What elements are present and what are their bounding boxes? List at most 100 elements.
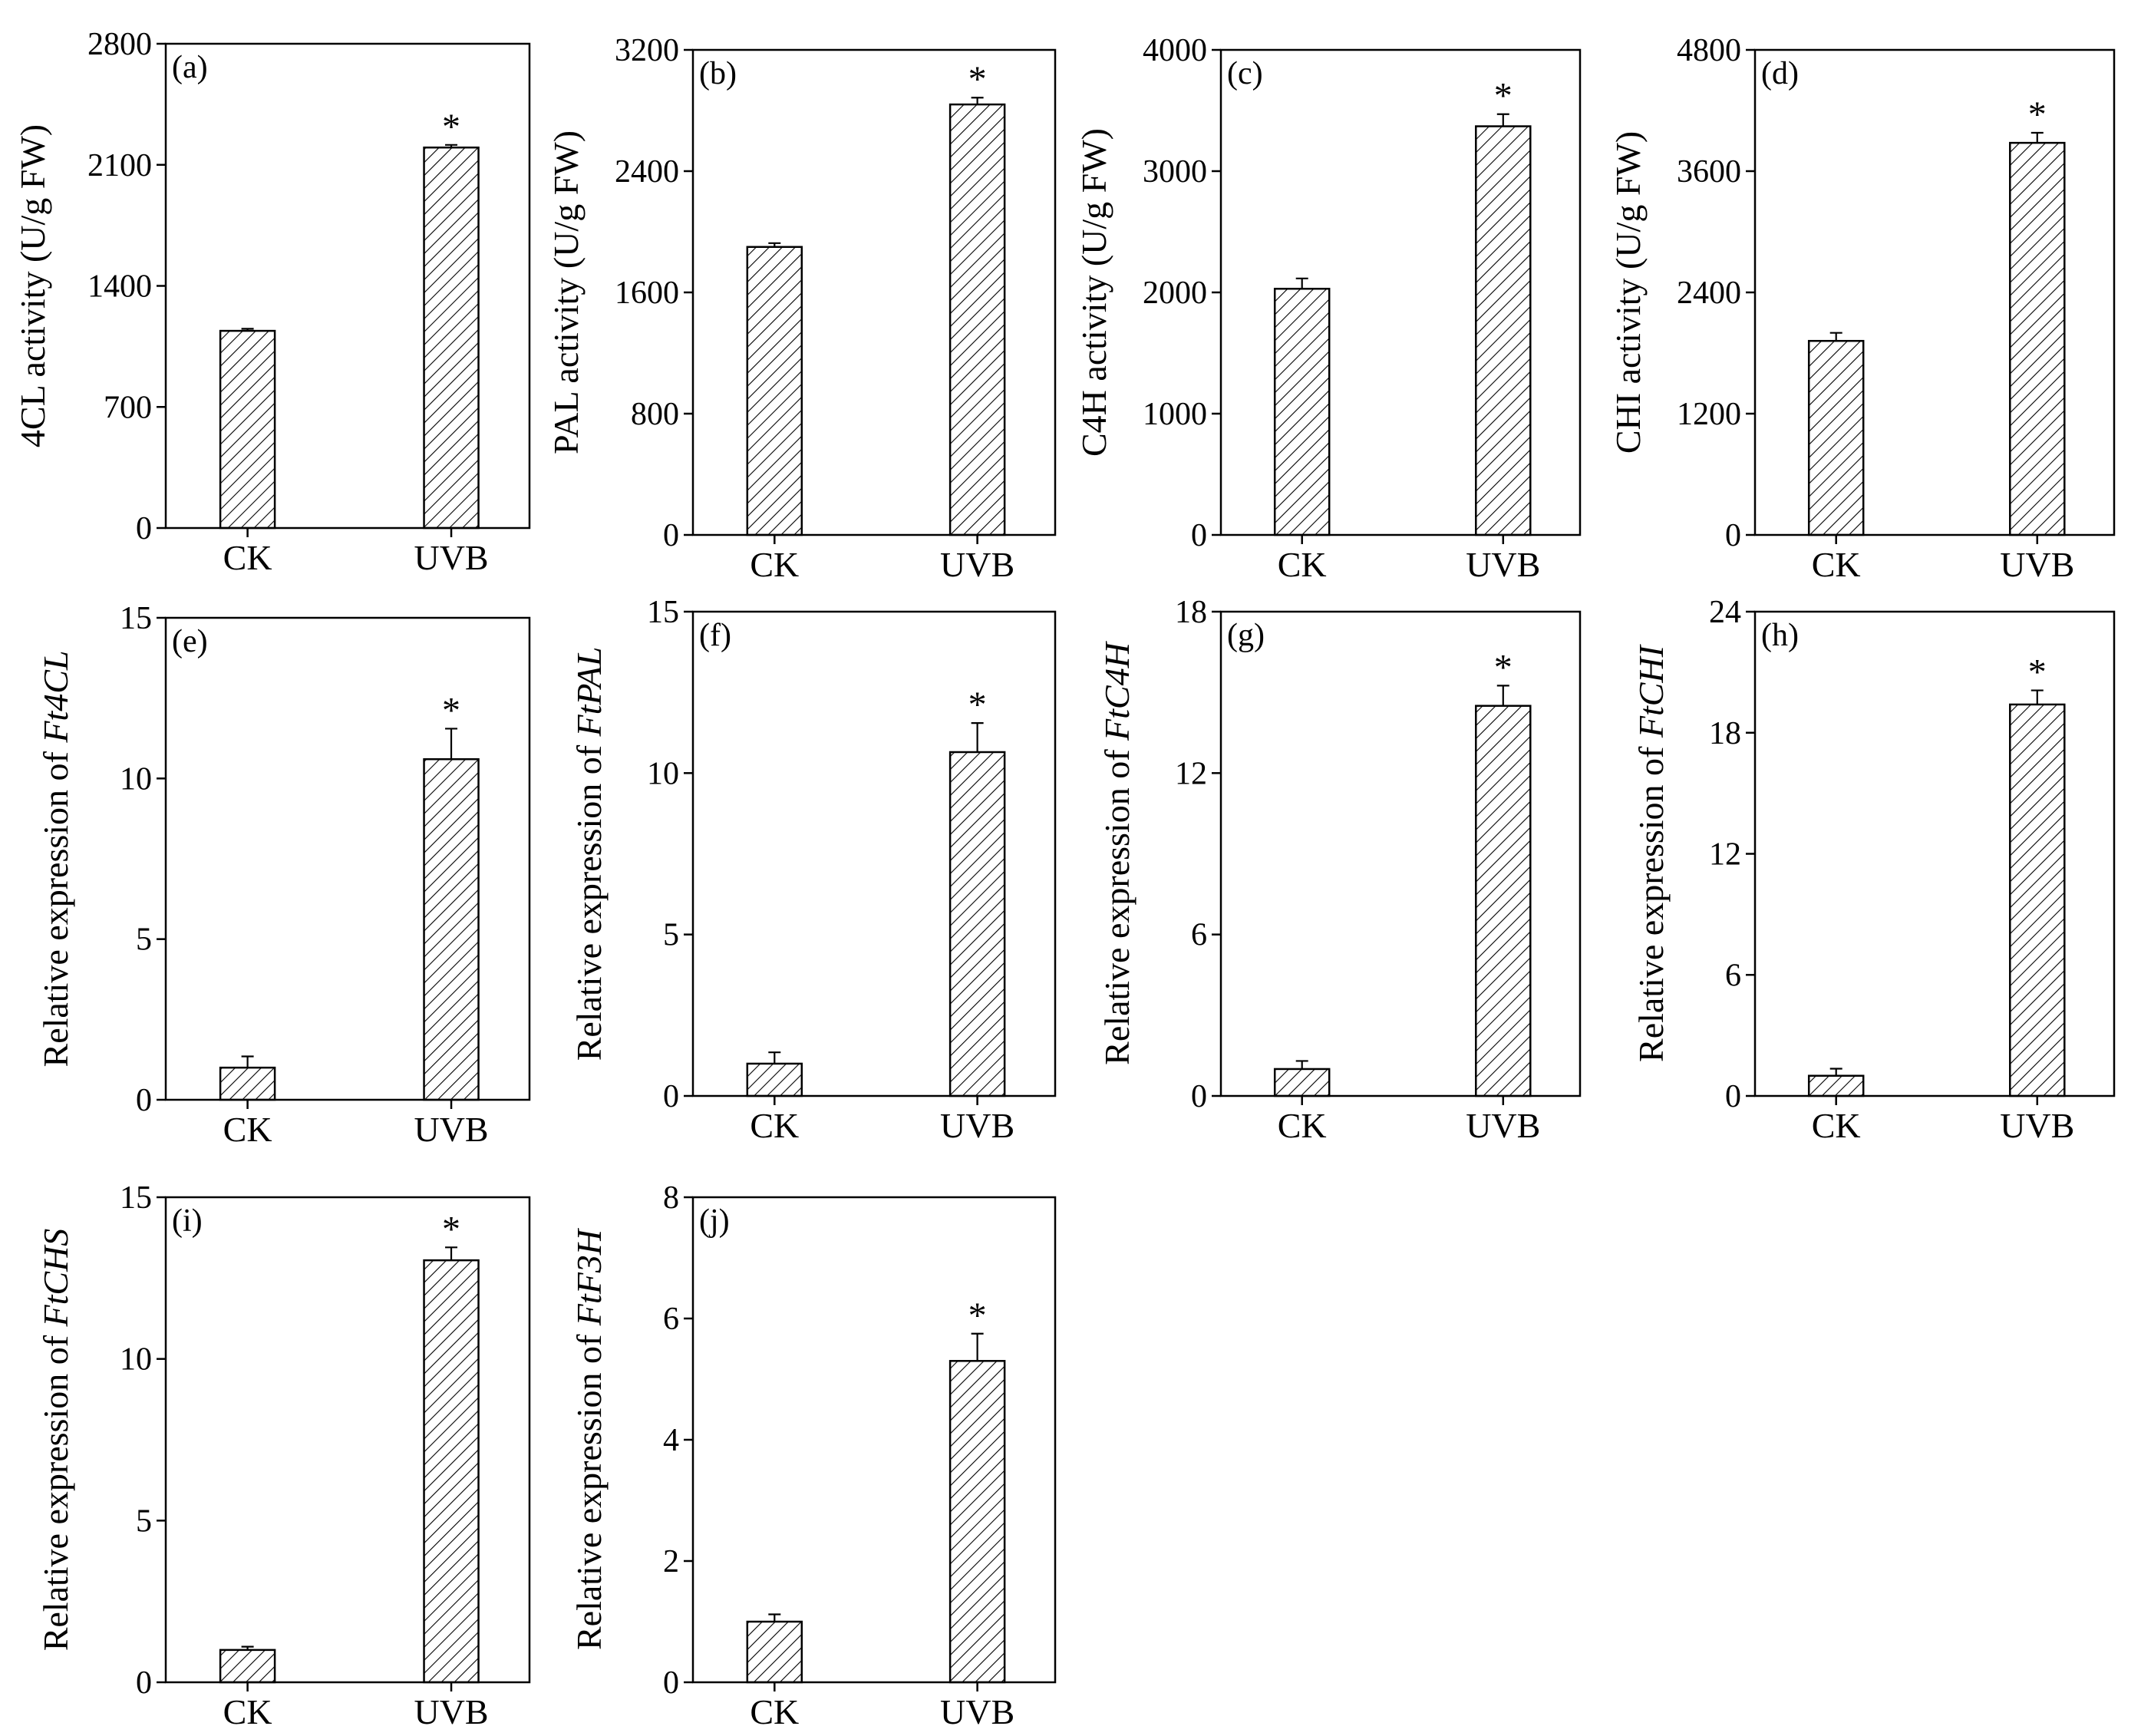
plot-frame	[1219, 610, 1582, 1097]
y-tick-label: 0	[136, 511, 152, 546]
bar-ck	[219, 1649, 276, 1684]
chart-panel-5: CK * UVB 0 5 10 15 (e) Relative expression of Ft…	[36, 601, 531, 1149]
significance-mark: *	[442, 690, 460, 731]
bar-uvb	[1475, 705, 1532, 1097]
bar-ck	[1807, 1074, 1865, 1097]
y-axis-label-gene: FtCHI	[1631, 643, 1671, 738]
bar-ck	[219, 1066, 276, 1101]
y-tick-label: 700	[104, 390, 152, 425]
panel-label: (f)	[699, 618, 731, 653]
x-tick-label: CK	[750, 545, 799, 584]
y-tick-label: 1600	[615, 276, 679, 311]
plot-frame	[164, 1196, 531, 1684]
y-tick-label: 0	[1191, 518, 1207, 553]
x-tick-label: CK	[1278, 1106, 1327, 1145]
y-axis-label-prefix: Relative expression of	[569, 1325, 609, 1650]
bar-ck	[746, 246, 803, 536]
x-tick-label: CK	[750, 1692, 799, 1731]
significance-mark: *	[442, 107, 460, 147]
x-tick-label: CK	[223, 538, 272, 577]
chart-panel-2: CK * UVB 0 800 1600 2400 3200 (b) PAL activity (U…	[546, 33, 1057, 584]
y-axis-label: Relative expression of FtC4H	[1097, 640, 1136, 1064]
y-tick-label: 10	[120, 761, 152, 797]
y-axis-label: Relative expression of FtCHS	[36, 1229, 75, 1652]
bar-ck	[1807, 339, 1865, 536]
y-tick-label: 3000	[1143, 154, 1207, 190]
plot-frame	[1219, 48, 1582, 536]
y-tick-label: 12	[1709, 837, 1741, 873]
y-tick-label: 0	[1725, 518, 1741, 553]
y-tick-label: 15	[120, 1180, 152, 1216]
plot-frame	[691, 1196, 1057, 1684]
bar-uvb	[423, 1259, 480, 1684]
y-tick-label: 0	[136, 1083, 152, 1118]
significance-mark: *	[968, 685, 987, 725]
y-tick-label: 18	[1709, 716, 1741, 751]
bar-uvb	[423, 146, 480, 530]
plot-frame	[1753, 610, 2116, 1097]
y-axis-label: PAL activity (U/g FW)	[546, 130, 586, 454]
bar-ck	[746, 1620, 803, 1684]
y-tick-label: 12	[1175, 756, 1207, 791]
bar-uvb	[948, 751, 1006, 1097]
y-axis-label-gene: FtF3H	[569, 1227, 609, 1326]
y-tick-label: 4000	[1143, 33, 1207, 68]
y-tick-label: 6	[1725, 958, 1741, 993]
y-tick-label: 5	[136, 922, 152, 958]
x-tick-label: UVB	[2000, 1106, 2074, 1145]
bar-ck	[1273, 288, 1331, 536]
y-tick-label: 4	[663, 1423, 679, 1458]
bar-uvb	[948, 1360, 1006, 1684]
y-axis-label-gene: FtCHS	[36, 1229, 75, 1328]
bar-uvb	[948, 103, 1006, 536]
chart-panel-6: CK * UVB 0 5 10 15 (f) Relative expression of Ft…	[569, 595, 1057, 1145]
y-axis-label: 4CL activity (U/g FW)	[13, 124, 52, 447]
y-tick-label: 0	[663, 518, 679, 553]
y-tick-label: 2800	[87, 27, 152, 62]
x-tick-label: CK	[1812, 1106, 1861, 1145]
y-axis-label: C4H activity (U/g FW)	[1074, 128, 1113, 457]
y-tick-label: 6	[1191, 918, 1207, 953]
significance-mark: *	[442, 1209, 460, 1249]
y-tick-label: 2400	[1677, 276, 1741, 311]
y-axis-label: Relative expression of FtF3H	[569, 1227, 609, 1650]
bar-uvb	[423, 757, 480, 1101]
chart-panel-1: CK * UVB 0 700 1400 2100 2800 (a) 4CL activity (U…	[13, 27, 531, 577]
y-axis-label-prefix: Relative expression of	[36, 1326, 75, 1651]
y-tick-label: 24	[1709, 595, 1741, 630]
plot-frame	[1753, 48, 2116, 536]
y-tick-label: 0	[136, 1665, 152, 1701]
x-tick-label: CK	[223, 1692, 272, 1731]
bar-uvb	[1475, 125, 1532, 536]
y-axis-label-gene: Ft4CL	[36, 651, 75, 744]
significance-mark: *	[2028, 652, 2047, 693]
panel-label: (g)	[1227, 618, 1265, 653]
y-axis-label-gene: FtC4H	[1097, 640, 1136, 741]
bar-ck	[746, 1062, 803, 1097]
significance-mark: *	[1494, 647, 1513, 688]
chart-panel-4: CK * UVB 0 1200 2400 3600 4800 (d) CHI activity (…	[1608, 33, 2116, 584]
x-tick-label: UVB	[2000, 545, 2074, 584]
plot-frame	[164, 616, 531, 1101]
y-axis-label: Relative expression of FtPAL	[569, 647, 609, 1061]
y-tick-label: 15	[120, 601, 152, 636]
plot-frame	[691, 610, 1057, 1097]
y-tick-label: 800	[631, 397, 679, 432]
x-tick-label: CK	[750, 1106, 799, 1145]
significance-mark: *	[1494, 76, 1513, 117]
panel-label: (j)	[699, 1203, 730, 1239]
y-tick-label: 0	[1191, 1079, 1207, 1114]
x-tick-label: UVB	[414, 538, 488, 577]
plot-frame	[164, 42, 531, 530]
bar-uvb	[2009, 141, 2066, 536]
y-tick-label: 2	[663, 1544, 679, 1579]
y-tick-label: 5	[136, 1503, 152, 1539]
bar-ck	[1273, 1068, 1331, 1097]
y-tick-label: 1400	[87, 269, 152, 305]
y-axis-label-prefix: Relative expression of	[1631, 738, 1671, 1062]
y-tick-label: 2100	[87, 148, 152, 183]
x-tick-label: UVB	[414, 1692, 488, 1731]
chart-panel-7: CK * UVB 0 6 12 18 (g) Relative expression of Ft…	[1097, 595, 1582, 1145]
y-tick-label: 10	[120, 1342, 152, 1378]
y-tick-label: 8	[663, 1180, 679, 1216]
